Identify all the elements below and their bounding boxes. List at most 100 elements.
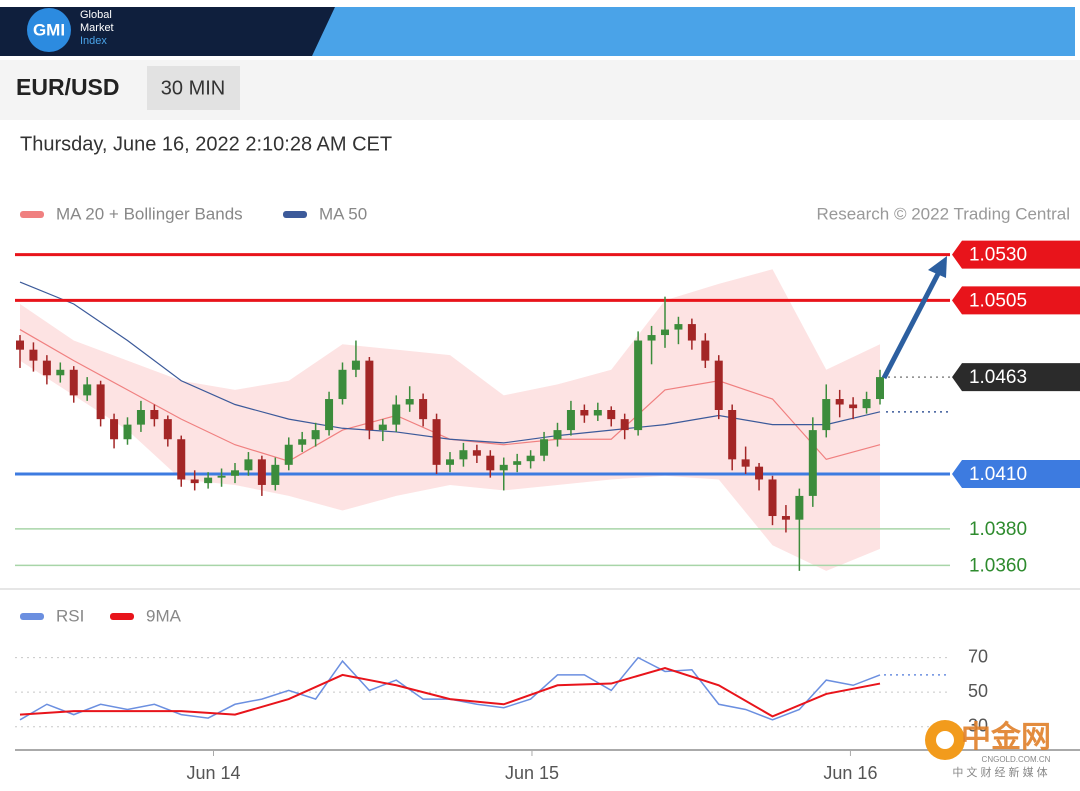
candle-body bbox=[755, 466, 764, 480]
candle-body bbox=[325, 399, 334, 431]
candle-body bbox=[257, 459, 266, 485]
level-label: 1.0530 bbox=[969, 245, 1027, 266]
candle-body bbox=[526, 455, 535, 462]
candle-body bbox=[486, 455, 495, 471]
candle-body bbox=[634, 340, 643, 431]
candle-body bbox=[701, 340, 710, 361]
candle-body bbox=[56, 369, 65, 376]
y-tick-label: 70 bbox=[968, 646, 988, 666]
interval-button[interactable] bbox=[147, 66, 240, 110]
candle-body bbox=[647, 335, 656, 341]
candle-body bbox=[781, 516, 790, 520]
legend-label: RSI bbox=[56, 606, 84, 625]
candle-body bbox=[553, 430, 562, 440]
candle-body bbox=[661, 329, 669, 336]
candle-body bbox=[580, 410, 589, 416]
legend-label: MA 50 bbox=[319, 204, 367, 223]
rsi-line bbox=[19, 666, 881, 718]
brand: Market bbox=[80, 22, 114, 34]
y-tick-label: 50 bbox=[968, 681, 988, 701]
candle-body bbox=[163, 419, 172, 440]
chart-marks: MA 20 + Bollinger Bands MA 50 1.0530 1.0505… bbox=[15, 204, 1080, 783]
candle-body bbox=[446, 459, 454, 465]
candle-body bbox=[110, 419, 119, 440]
candle-body bbox=[231, 470, 239, 476]
header-brand-bg bbox=[0, 7, 335, 56]
candle-body bbox=[96, 384, 105, 420]
y-tick-label: 30 bbox=[968, 715, 988, 735]
candle-body bbox=[862, 399, 871, 409]
candle-body bbox=[338, 369, 347, 400]
candle-body bbox=[513, 461, 522, 465]
candle-body bbox=[768, 479, 777, 517]
candle-body bbox=[849, 404, 858, 409]
brand: Index bbox=[80, 35, 107, 47]
candle-body bbox=[795, 495, 804, 520]
candle-body bbox=[204, 477, 213, 484]
logo-circle bbox=[27, 8, 71, 52]
level-tag bbox=[952, 363, 1080, 392]
legend-swatch bbox=[20, 211, 44, 218]
candle-body bbox=[620, 419, 629, 431]
candle-body bbox=[365, 360, 374, 431]
candle-body bbox=[244, 459, 253, 471]
level-tag bbox=[952, 286, 1080, 315]
arrow-shaft bbox=[881, 268, 943, 380]
candle-body bbox=[42, 360, 51, 376]
candle-body bbox=[190, 479, 199, 484]
candle-body bbox=[566, 410, 575, 431]
legend-swatch bbox=[283, 211, 307, 218]
candle-body bbox=[714, 360, 723, 410]
interval[interactable]: 30 MIN bbox=[161, 77, 225, 99]
candle-body bbox=[69, 369, 78, 396]
symbol: EUR/USD bbox=[16, 74, 120, 100]
x-tick-label: Jun 16 bbox=[823, 763, 877, 783]
candle-body bbox=[687, 324, 696, 341]
level-label: 1.0380 bbox=[969, 519, 1027, 540]
legend-label: 9MA bbox=[146, 606, 182, 625]
candle-body bbox=[835, 399, 844, 405]
x-tick-label: Jun 15 bbox=[505, 763, 559, 783]
candle-body bbox=[177, 439, 186, 480]
candle-body bbox=[351, 360, 360, 370]
candle-body bbox=[607, 410, 616, 420]
candle-body bbox=[459, 450, 468, 460]
candle-body bbox=[419, 399, 428, 420]
candle-body bbox=[16, 340, 24, 350]
watermark-name: 中金网 bbox=[961, 720, 1051, 754]
level-label: 1.0360 bbox=[969, 555, 1027, 576]
candle-body bbox=[378, 424, 387, 431]
watermark-slogan: 中 文 财 经 新 媒 体 bbox=[952, 765, 1047, 779]
legend-label: MA 20 + Bollinger Bands bbox=[56, 204, 243, 223]
level-label: 1.0505 bbox=[969, 290, 1027, 311]
candle-body bbox=[741, 459, 750, 467]
arrow-head bbox=[928, 256, 947, 278]
candle-body bbox=[540, 439, 549, 456]
credit: Research © 2022 Trading Central bbox=[817, 204, 1071, 223]
candle-body bbox=[298, 439, 307, 445]
candle-body bbox=[499, 464, 508, 471]
brand: Global bbox=[80, 9, 112, 21]
candle-body bbox=[876, 377, 884, 400]
timestamp: Thursday, June 16, 2022 2:10:28 AM CET bbox=[20, 133, 392, 155]
candle-body bbox=[271, 464, 280, 485]
level-label: 1.0463 bbox=[969, 367, 1027, 388]
candle-body bbox=[728, 410, 737, 460]
candle-body bbox=[217, 475, 226, 478]
candle-body bbox=[123, 424, 132, 440]
ma-line bbox=[19, 281, 881, 444]
legend-swatch bbox=[110, 613, 134, 620]
candle-body bbox=[822, 399, 831, 431]
level-label: 1.0410 bbox=[969, 464, 1027, 485]
watermark-logo-inner bbox=[936, 731, 954, 749]
level-tag bbox=[952, 459, 1080, 488]
candle-body bbox=[472, 450, 481, 456]
logo: GMI bbox=[33, 20, 65, 39]
candle-body bbox=[405, 399, 414, 405]
candle-body bbox=[392, 404, 401, 425]
candle-body bbox=[150, 410, 159, 420]
x-tick-label: Jun 14 bbox=[186, 763, 240, 783]
legend-swatch bbox=[20, 613, 44, 620]
